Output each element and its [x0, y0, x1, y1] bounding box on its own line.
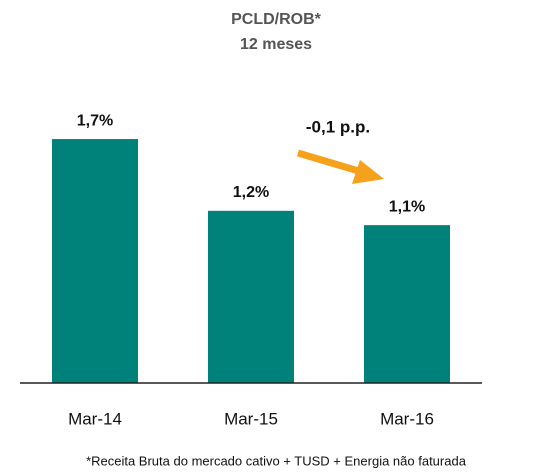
annotation: -0,1 p.p. — [306, 117, 370, 136]
x-tick-label: Mar-16 — [380, 409, 434, 428]
bar — [364, 225, 450, 383]
chart-title: PCLD/ROB* — [231, 11, 322, 28]
arrow — [297, 149, 384, 184]
arrow-head — [352, 160, 384, 184]
x-tick-label: Mar-14 — [68, 409, 122, 428]
x-tick-label: Mar-15 — [224, 409, 278, 428]
data-label: 1,7% — [77, 112, 113, 129]
footnote: *Receita Bruta do mercado cativo + TUSD … — [86, 453, 467, 468]
data-label: 1,1% — [389, 198, 425, 215]
arrow-shaft — [297, 149, 363, 176]
chart-subtitle: 12 meses — [240, 36, 312, 53]
data-label: 1,2% — [233, 184, 269, 201]
bar — [208, 210, 294, 383]
bar — [52, 139, 138, 383]
